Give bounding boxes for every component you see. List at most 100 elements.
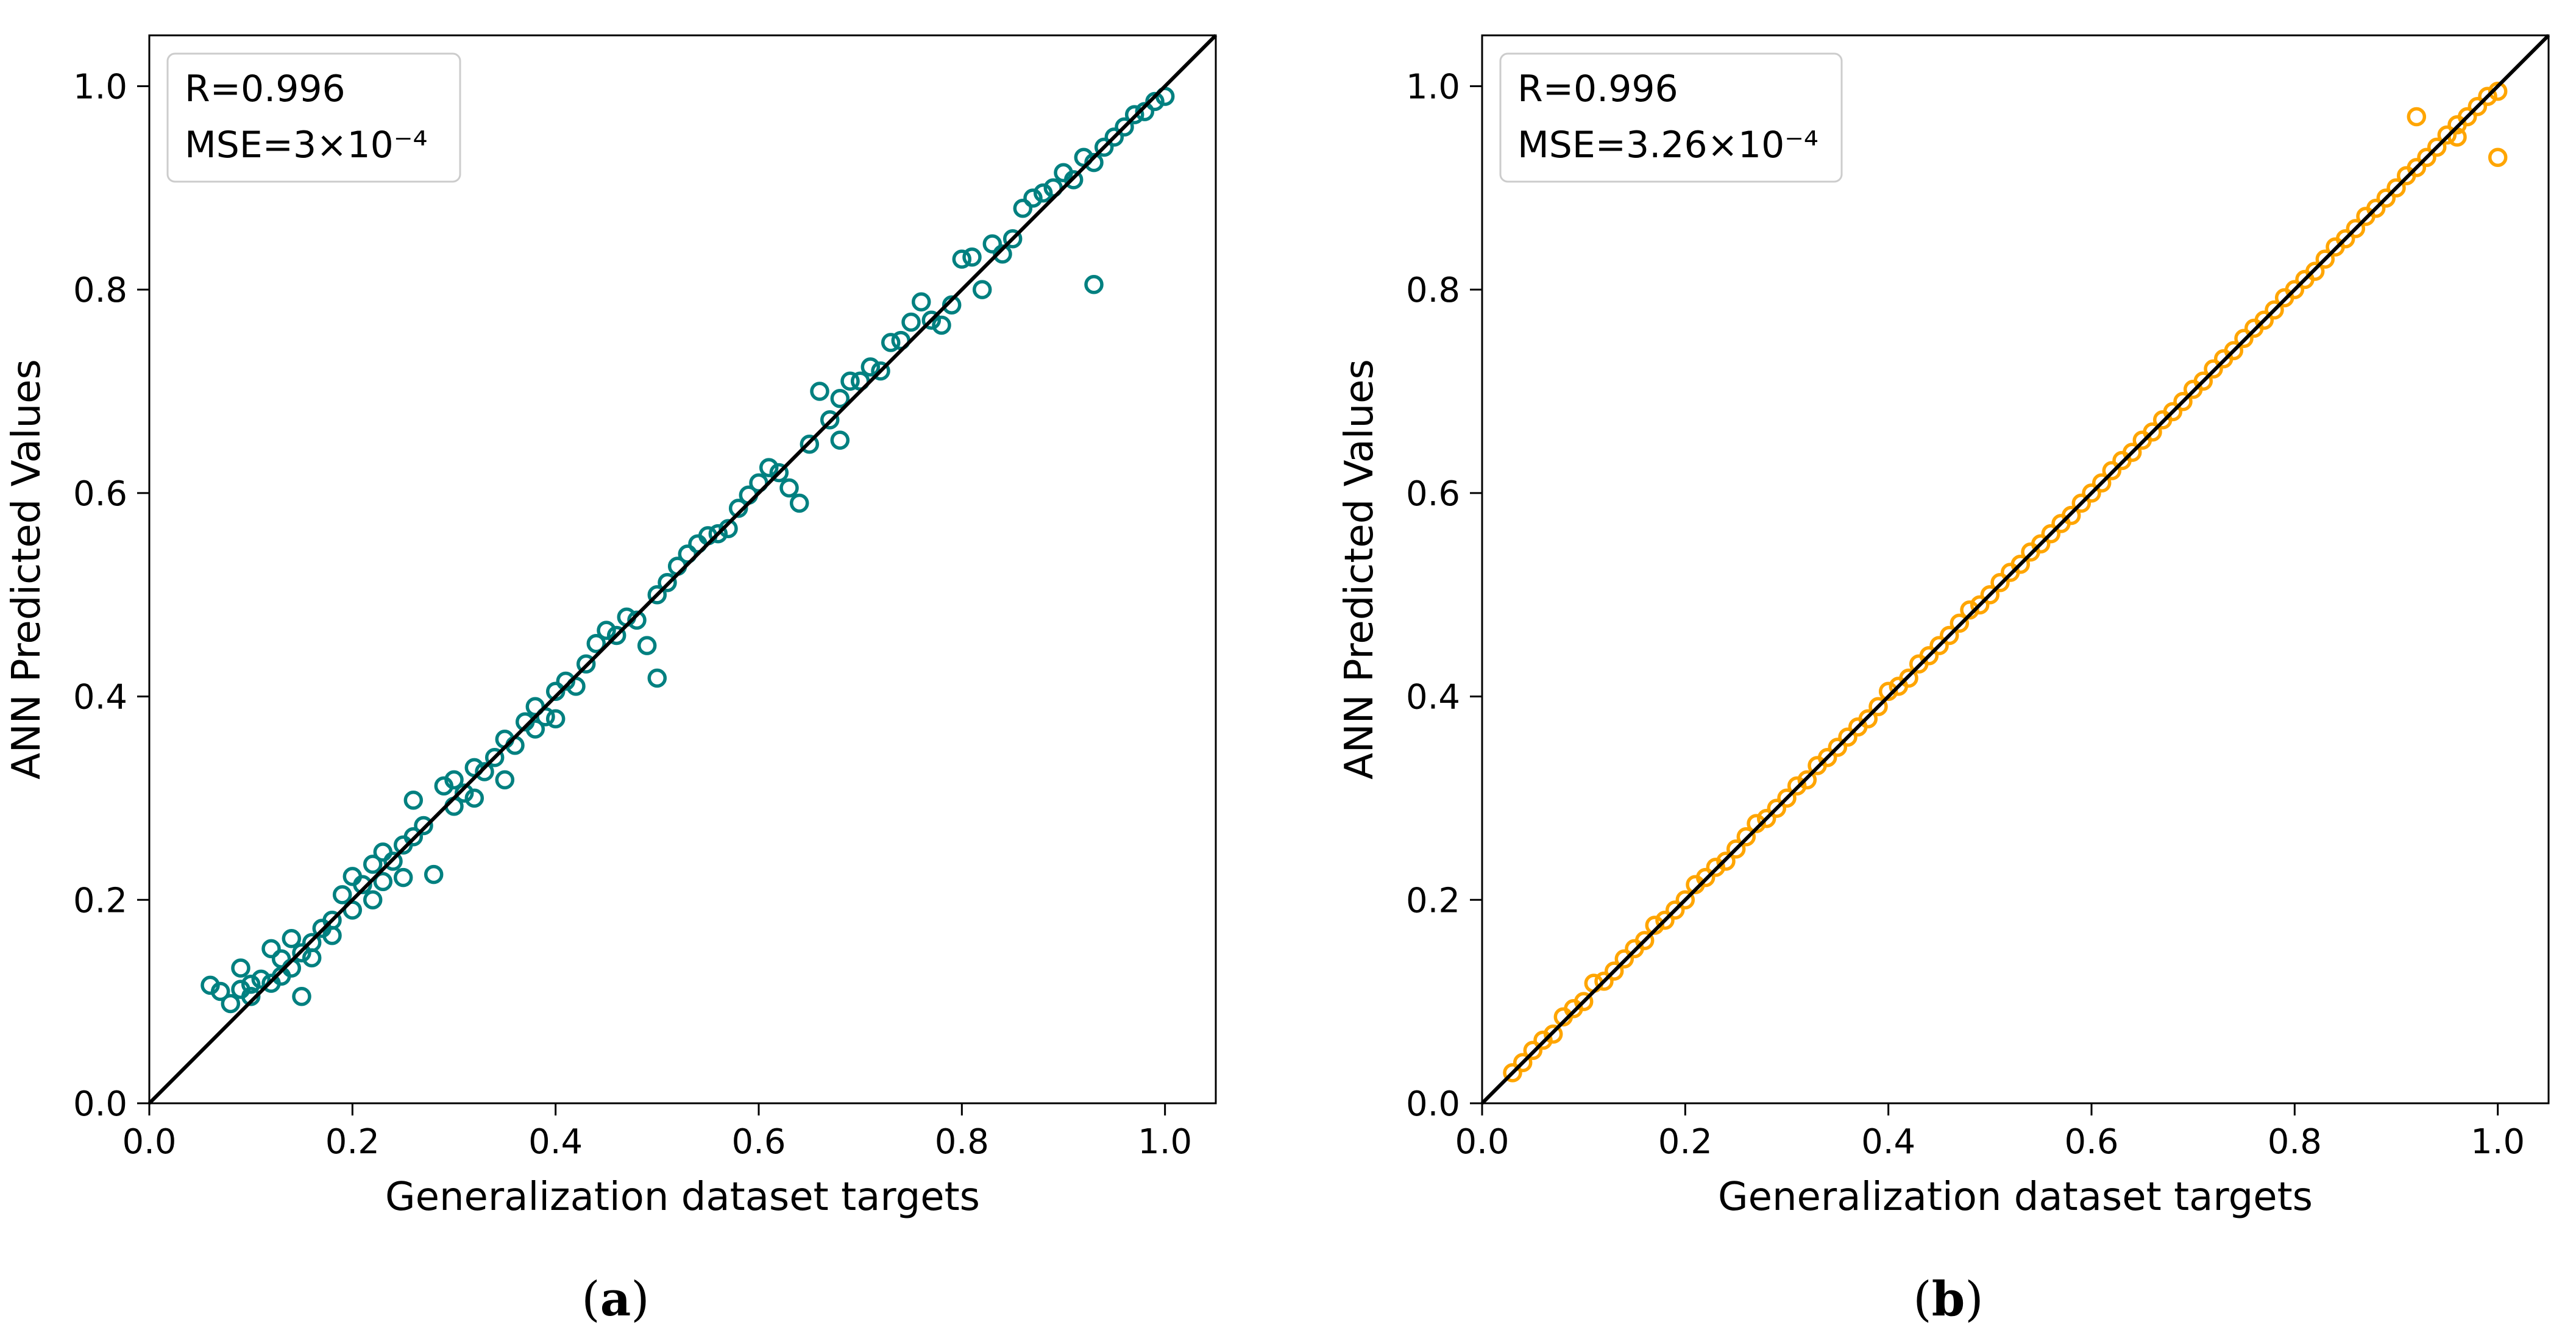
panel-a-data-point (932, 315, 951, 335)
panel-b-x-tick-label: 0.8 (2268, 1122, 2322, 1162)
panel-b-y-tick-label: 0.8 (1406, 271, 1460, 310)
panel-b-data-point (2163, 402, 2183, 422)
panel-a: 0.0 0.2 0.4 0.6 0.8 1.0 0.0 0.2 0.4 0.6 0.8 1.0 Gene… (4, 34, 1218, 1327)
panel-b-data-point (2315, 249, 2335, 269)
panel-b-data-point (2305, 261, 2325, 281)
panel-a-data-point (658, 572, 677, 592)
panel-b-data-point (1726, 839, 1746, 859)
panel-a-data-point (241, 987, 261, 1006)
panel-b-data-point (2143, 422, 2162, 442)
panel-a-data-point (810, 382, 829, 401)
panel-a-data-point (993, 244, 1012, 264)
panel-b-data-point (1756, 809, 1776, 828)
panel-a-data-point (373, 872, 393, 892)
panel-a-data-point (556, 671, 576, 691)
panel-a-y-tick-label: 0.4 (73, 678, 127, 717)
panel-a-data-point (1063, 170, 1084, 190)
panel-b-data-point (2488, 148, 2508, 167)
panel-b-x-tick-label: 0.0 (1455, 1122, 1509, 1162)
panel-a-y-tick-label: 1.0 (73, 67, 127, 107)
panel-b-data-point (1767, 799, 1787, 818)
panel-a-data-point (840, 371, 860, 391)
panel-b-data-point (1655, 910, 1675, 930)
panel-b-data-point (2335, 229, 2355, 249)
panel-a-data-point (627, 610, 647, 630)
panel-b-mse-value: MSE=3.26×10⁻⁴ (1517, 124, 1818, 166)
panel-a-data-point (231, 958, 250, 978)
panel-a-x-tick-label: 0.2 (325, 1122, 380, 1162)
panel-b-data-point (2173, 391, 2193, 411)
panel-b-data-point (2265, 300, 2284, 320)
panel-a-data-point (414, 816, 433, 836)
panel-a-data-point (586, 634, 606, 653)
panel-a-reference-line (147, 34, 1218, 1105)
panel-a-data-point (282, 928, 302, 948)
panel-b-data-point (2457, 107, 2477, 127)
panel-b-data-point (1574, 992, 1594, 1011)
panel-b-x-tick-label: 1.0 (2471, 1122, 2525, 1162)
panel-b-y-tick-label: 0.2 (1406, 881, 1460, 920)
panel-b-data-point (1523, 1040, 1543, 1060)
panel-b-data-point (2193, 371, 2213, 391)
panel-b-caption: (b) (1913, 1272, 1983, 1327)
panel-a-data-point (617, 607, 637, 627)
panel-b-x-tick-label: 0.6 (2064, 1122, 2118, 1162)
panel-a-data-point (210, 981, 230, 1001)
panel-b-data-point (2386, 178, 2406, 198)
panel-a-data-point (597, 621, 616, 640)
panel-b-data-point (2427, 137, 2447, 157)
panel-a-x-tick-label: 0.0 (122, 1122, 176, 1162)
panel-b-data-point (2346, 219, 2366, 238)
panel-b-data-point (1543, 1024, 1563, 1044)
panel-b-data-point (2031, 534, 2051, 554)
panel-a-annotation-frame (166, 52, 461, 183)
panel-b-data-point (1747, 814, 1766, 833)
panel-a-data-point (719, 519, 738, 539)
panel-a-data-point (525, 719, 545, 739)
panel-a-y-tick-label: 0.0 (73, 1084, 127, 1124)
panel-a-data-point (901, 312, 921, 332)
panel-a-data-point (363, 890, 383, 910)
panel-a-data-point (830, 388, 850, 408)
panel-a-data-point (962, 247, 982, 267)
panel-a-data-point (708, 524, 728, 544)
panel-a-data-point (881, 333, 901, 352)
panel-a-data-point (972, 280, 992, 299)
panel-b-data-point (1675, 890, 1695, 910)
panel-a-data-point (728, 499, 748, 518)
panel-b-data-point (1970, 595, 1990, 615)
panel-b-y-tick-label: 1.0 (1406, 67, 1460, 107)
panel-a-data-point (952, 249, 972, 269)
panel-a-y-tick-label: 0.2 (73, 881, 127, 920)
panel-b-data-point (2224, 341, 2244, 361)
panel-a-axes-frame (148, 34, 1217, 1104)
panel-b-data-point (1594, 972, 1614, 991)
panel-a-data-point (1033, 183, 1053, 203)
panel-a-x-tick-label: 1.0 (1138, 1122, 1192, 1162)
panel-a-data-point (383, 852, 403, 871)
panel-a-x-tick-label: 0.6 (731, 1122, 786, 1162)
panel-b-data-point (1645, 916, 1665, 935)
panel-a-data-point (454, 783, 474, 803)
panel-b-data-point (2102, 461, 2122, 480)
panel-a-data-point (292, 987, 311, 1006)
panel-b-data-point (1878, 681, 1898, 701)
panel-a-data-point (820, 410, 840, 430)
panel-a-data-point (830, 430, 850, 450)
panel-b-data-point (2204, 359, 2223, 379)
panel-a-y-tick-label: 0.8 (73, 271, 127, 310)
panel-a-data-point (424, 864, 444, 884)
panel-b-data-point (2478, 87, 2497, 106)
panel-a-data-point (800, 435, 820, 454)
panel-b-data-point (2407, 158, 2427, 177)
panel-a-points (200, 87, 1175, 1014)
panel-b-data-point (1665, 900, 1685, 920)
panel-a-data-point (759, 458, 779, 477)
panel-a-data-point (637, 636, 657, 655)
panel-b-data-point (1960, 600, 1979, 620)
panel-a-data-point (302, 948, 322, 968)
panel-b-points (1503, 82, 2508, 1083)
panel-a-data-point (221, 994, 241, 1014)
panel-a-data-point (1084, 275, 1104, 294)
